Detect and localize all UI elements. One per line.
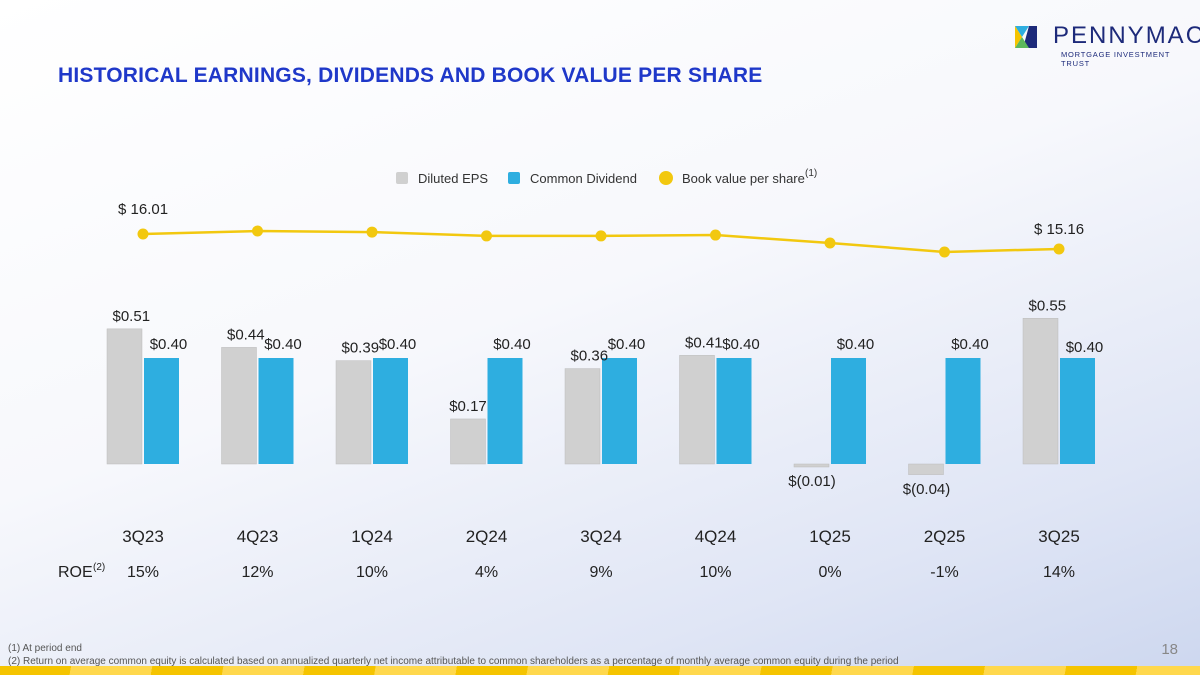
eps-bar — [908, 463, 944, 475]
dividend-label: $0.40 — [951, 336, 989, 353]
roe-value: 9% — [589, 564, 612, 581]
roe-label: ROE — [58, 564, 93, 581]
eps-label: $(0.01) — [788, 473, 836, 490]
dividend-bar — [258, 358, 294, 464]
book-value-point — [137, 228, 149, 240]
roe-superscript: (2) — [93, 562, 105, 573]
eps-bar — [679, 355, 715, 465]
legend-label-2: Book value per share — [682, 171, 805, 186]
category-label: 2Q25 — [924, 527, 966, 546]
pennymac-logo: PENNYMAC MORTGAGE INVESTMENT TRUST — [1015, 22, 1200, 68]
dividend-label: $0.40 — [608, 336, 646, 353]
dividend-bar — [144, 358, 179, 464]
legend-label-0: Diluted EPS — [418, 171, 488, 186]
dividend-bar — [487, 358, 523, 464]
eps-label: $0.39 — [342, 340, 380, 357]
eps-bar — [450, 418, 486, 465]
dividend-bar — [373, 358, 408, 464]
dividend-bar — [602, 358, 637, 464]
dividend-label: $0.40 — [493, 336, 531, 353]
book-value-point — [710, 229, 721, 241]
eps-label: $0.41 — [685, 334, 723, 351]
eps-label: $0.17 — [449, 398, 487, 415]
eps-label: $0.51 — [113, 308, 151, 325]
legend-superscript: (1) — [805, 168, 817, 179]
eps-bar — [106, 328, 143, 465]
roe-value: 10% — [356, 564, 388, 581]
logo-tagline: MORTGAGE INVESTMENT TRUST — [1061, 50, 1171, 68]
category-label: 1Q25 — [809, 527, 851, 546]
dividend-bar — [945, 358, 981, 464]
footnote-2: (2) Return on average common equity is c… — [8, 656, 899, 667]
roe-value: 12% — [241, 564, 273, 581]
roe-value: -1% — [930, 564, 958, 581]
book-value-point — [824, 237, 836, 249]
book-value-point — [1053, 243, 1065, 255]
book-value-label: $ 15.16 — [1034, 221, 1084, 238]
eps-bar — [1022, 318, 1059, 465]
dividend-label: $0.40 — [264, 336, 302, 353]
dividend-label: $0.40 — [379, 336, 417, 353]
category-label: 4Q23 — [237, 527, 279, 546]
category-label: 3Q24 — [580, 527, 622, 546]
roe-value: 14% — [1043, 564, 1075, 581]
book-value-point — [481, 230, 492, 242]
category-label: 2Q24 — [466, 527, 508, 546]
decorative-stripe — [0, 666, 1200, 675]
category-label: 3Q23 — [122, 527, 164, 546]
page-title: HISTORICAL EARNINGS, DIVIDENDS AND BOOK … — [58, 64, 763, 87]
dividend-label: $0.40 — [1066, 339, 1104, 356]
dividend-label: $0.40 — [837, 336, 875, 353]
roe-value: 10% — [699, 564, 731, 581]
dividend-bar — [716, 358, 752, 464]
chart: Diluted EPS Common Dividend Book value per… — [58, 168, 1104, 581]
book-value-label: $ 16.01 — [118, 201, 168, 218]
roe-value: 15% — [127, 564, 159, 581]
book-value-point — [252, 225, 263, 237]
dividend-bar — [1060, 358, 1095, 464]
eps-label: $0.36 — [571, 348, 609, 365]
category-label: 3Q25 — [1038, 527, 1080, 546]
eps-bar — [221, 347, 257, 465]
dividend-label: $0.40 — [150, 336, 188, 353]
book-value-point — [595, 230, 607, 242]
footnote-1: (1) At period end — [8, 643, 82, 654]
dividend-bar — [831, 358, 866, 464]
roe-value: 0% — [818, 564, 841, 581]
legend-label-1: Common Dividend — [530, 171, 637, 186]
legend-swatch-0 — [396, 172, 408, 184]
book-value-point — [366, 226, 378, 238]
dividend-label: $0.40 — [722, 336, 760, 353]
logo-name: PENNYMAC — [1053, 22, 1200, 49]
eps-bar — [564, 368, 601, 465]
legend-swatch-2 — [659, 171, 673, 185]
book-value-point — [939, 246, 950, 258]
logo-mark-icon — [1015, 26, 1037, 48]
legend-swatch-1 — [508, 172, 520, 184]
eps-label: $(0.04) — [903, 481, 951, 498]
category-label: 1Q24 — [351, 527, 393, 546]
eps-label: $0.55 — [1029, 297, 1067, 314]
page-number: 18 — [1161, 641, 1178, 658]
eps-bar — [793, 463, 830, 468]
category-label: 4Q24 — [695, 527, 737, 546]
roe-value: 4% — [475, 564, 498, 581]
eps-bar — [335, 360, 372, 465]
eps-label: $0.44 — [227, 326, 265, 343]
